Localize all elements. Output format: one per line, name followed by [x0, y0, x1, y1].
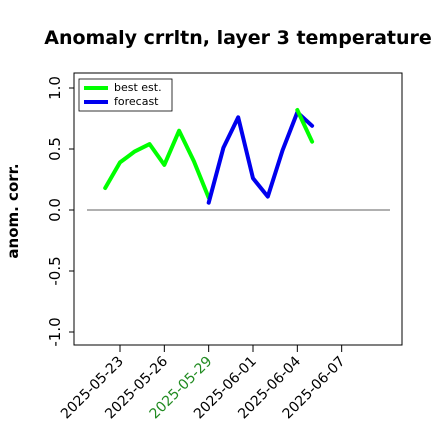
- legend-box: [78, 78, 173, 112]
- y-tick-label: 1.0: [46, 76, 64, 100]
- legend-label-forecast: forecast: [114, 95, 159, 108]
- y-tick-label: -0.5: [46, 256, 64, 285]
- y-axis: -1.0 -0.5 0.0 0.5 1.0: [46, 76, 74, 347]
- chart-title: Anomaly crrltn, layer 3 temperature: [44, 27, 432, 49]
- series-layer: [103, 108, 315, 205]
- legend-label-best-est: best est.: [114, 81, 162, 94]
- legend: best est. forecast: [78, 78, 173, 112]
- y-axis-label: anom. corr.: [4, 163, 22, 258]
- series-line-0: [103, 128, 211, 200]
- series-line-1: [206, 110, 315, 205]
- series-line-2: [295, 108, 315, 144]
- y-tick-label: -1.0: [46, 317, 64, 346]
- y-tick-label: 0.0: [46, 198, 64, 222]
- y-tick-label: 0.5: [46, 137, 64, 161]
- x-axis: 2025-05-232025-05-262025-05-292025-06-01…: [58, 345, 349, 422]
- plot-area: [73, 72, 403, 346]
